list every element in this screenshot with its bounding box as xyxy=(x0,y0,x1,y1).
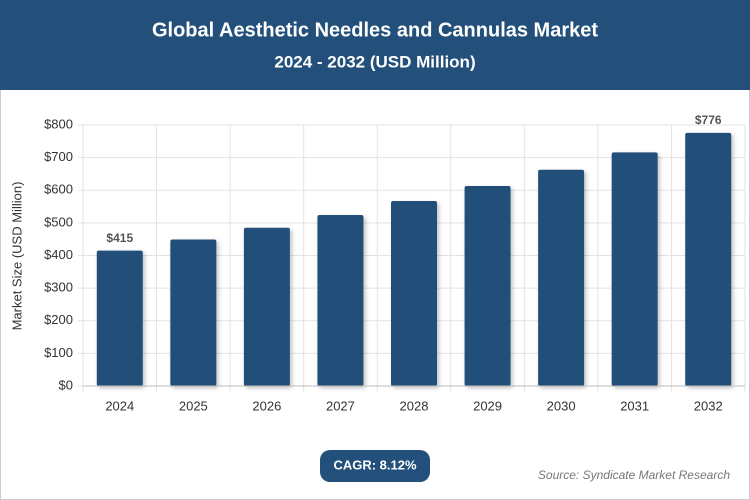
chart-title: Global Aesthetic Needles and Cannulas Ma… xyxy=(152,19,598,41)
source: Source: Syndicate Market Research xyxy=(538,468,730,482)
y-tick-label: $600 xyxy=(44,182,73,197)
x-tick-label: 2024 xyxy=(105,398,134,413)
y-tick-label: $800 xyxy=(44,116,73,131)
bar xyxy=(243,227,290,386)
y-tick-label: $400 xyxy=(44,247,73,262)
bar xyxy=(464,186,511,386)
bar xyxy=(317,215,364,386)
y-tick-label: $500 xyxy=(44,214,73,229)
y-axis-title: Market Size (USD Million) xyxy=(9,182,24,331)
value-label: $776 xyxy=(695,113,722,127)
bar xyxy=(170,239,217,386)
y-tick-label: $700 xyxy=(44,149,73,164)
y-tick-label: $300 xyxy=(44,280,73,295)
x-tick-label: 2031 xyxy=(620,398,649,413)
header xyxy=(0,0,750,90)
bar xyxy=(685,132,732,386)
y-tick-label: $0 xyxy=(59,377,73,392)
bar xyxy=(611,152,658,386)
x-tick-label: 2032 xyxy=(694,398,723,413)
bar xyxy=(96,250,143,386)
chart-subtitle: 2024 - 2032 (USD Million) xyxy=(274,52,475,71)
bar xyxy=(391,201,437,386)
x-tick-label: 2025 xyxy=(179,398,208,413)
cagr-badge xyxy=(320,450,430,482)
bar xyxy=(538,169,585,386)
x-tick-label: 2026 xyxy=(252,398,281,413)
x-tick-label: 2029 xyxy=(473,398,502,413)
cagr-label: CAGR: 8.12% xyxy=(333,457,417,472)
y-tick-label: $200 xyxy=(44,312,73,327)
x-tick-label: 2027 xyxy=(326,398,355,413)
x-tick-label: 2030 xyxy=(547,398,576,413)
y-tick-label: $100 xyxy=(44,345,73,360)
x-tick-label: 2028 xyxy=(400,398,429,413)
value-label: $415 xyxy=(106,231,133,245)
